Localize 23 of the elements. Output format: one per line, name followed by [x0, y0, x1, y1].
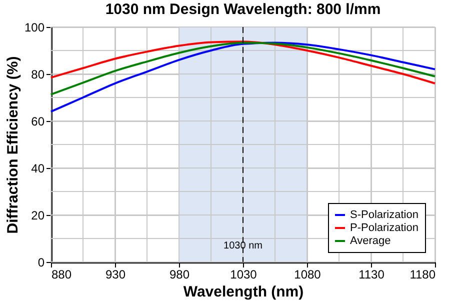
y-tick-label: 20 — [31, 208, 45, 222]
x-tick-label: 1180 — [410, 268, 436, 282]
line-series — [50, 40, 436, 84]
x-tick-label: 1080 — [294, 268, 322, 282]
y-tick-label: 100 — [24, 20, 45, 34]
y-tick-label: 0 — [38, 256, 45, 270]
ref-line-label: 1030 nm — [224, 240, 262, 252]
x-tick-label: 880 — [52, 268, 72, 282]
legend-label: Average — [350, 235, 391, 247]
chart-title: 1030 nm Design Wavelength: 800 l/mm — [105, 1, 381, 18]
x-tick-label: 930 — [105, 268, 126, 282]
y-axis-title: Diffraction Efficiency (%) — [4, 56, 22, 234]
y-tick-label: 40 — [31, 162, 45, 176]
x-tick-label: 980 — [169, 268, 190, 282]
x-tick-label: 1030 — [230, 268, 258, 282]
line-series — [50, 42, 436, 96]
legend-label: P-Polarization — [350, 222, 418, 234]
y-tick-label: 80 — [31, 68, 45, 82]
y-tick-label: 60 — [31, 114, 45, 128]
legend-label: S-Polarization — [350, 209, 418, 221]
line-series — [50, 42, 436, 113]
x-tick-label: 1130 — [358, 268, 385, 282]
x-axis-title: Wavelength (nm) — [183, 284, 304, 300]
